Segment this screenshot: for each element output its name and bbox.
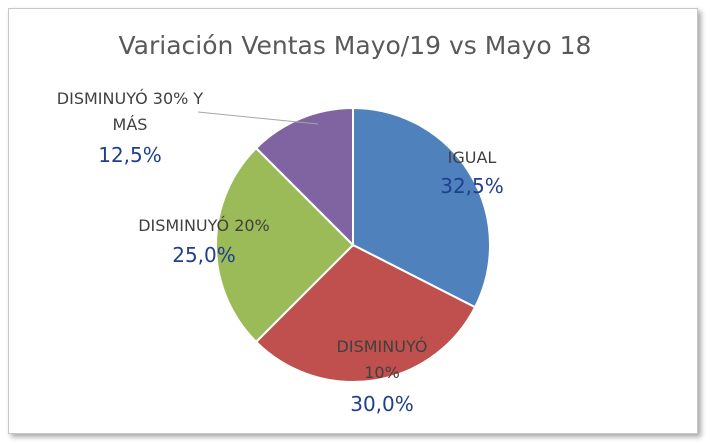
chart-title: Variación Ventas Mayo/19 vs Mayo 18	[119, 31, 592, 60]
label-disminuyo-10-line1: DISMINUYÓ	[337, 337, 428, 356]
value-disminuyo-10: 30,0%	[350, 392, 414, 416]
label-disminuyo-30-line2: MÁS	[113, 115, 148, 134]
label-disminuyo-30-line1: DISMINUYÓ 30% Y	[57, 89, 204, 108]
slice-disminuyo-20	[215, 146, 355, 344]
slice-disminuyo-10	[254, 243, 477, 383]
leader-line	[197, 111, 319, 125]
slice-igual	[352, 106, 491, 309]
value-igual: 32,5%	[440, 174, 504, 198]
label-disminuyo-20: DISMINUYÓ 20%	[138, 216, 270, 235]
label-disminuyo-10-line2: 10%	[364, 363, 400, 382]
value-disminuyo-20: 25,0%	[172, 243, 236, 267]
label-igual: IGUAL	[448, 148, 497, 167]
pie-slices	[215, 106, 491, 383]
value-disminuyo-30: 12,5%	[98, 143, 162, 167]
slice-disminuyo-30	[254, 106, 354, 248]
